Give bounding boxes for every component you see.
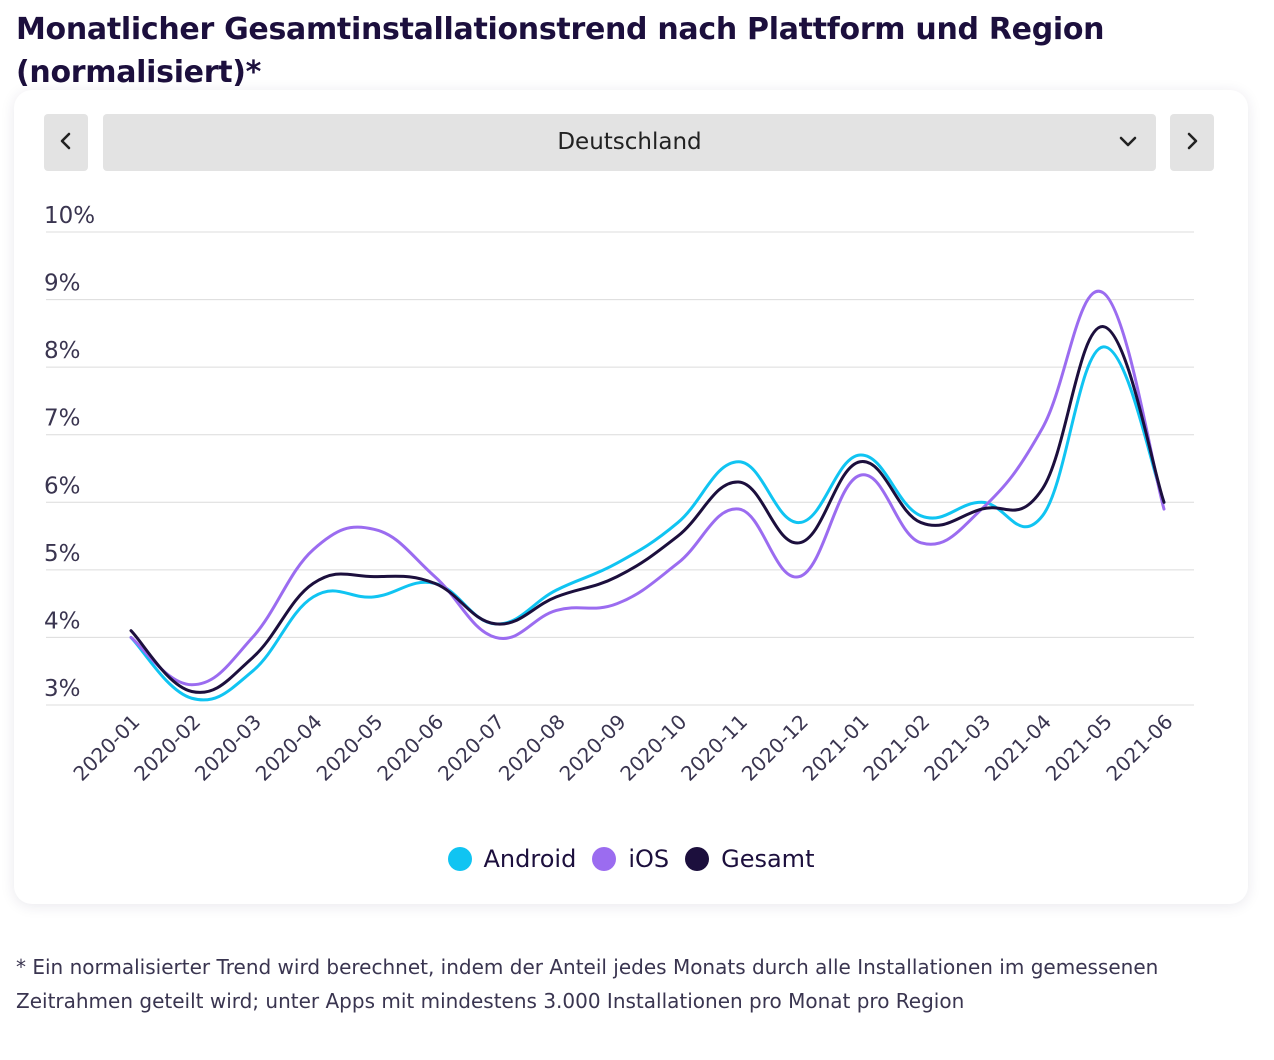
y-tick-label: 10% [44,203,95,229]
x-tick-label: 2020-10 [615,710,691,786]
y-tick-label: 6% [44,473,81,499]
series-line-android [129,345,1166,702]
x-tick-label: 2020-07 [433,710,509,786]
y-tick-label: 5% [44,541,81,567]
y-tick-label: 8% [44,338,81,364]
legend-label-gesamt: Gesamt [721,845,815,873]
series-line-gesamt [129,325,1166,694]
x-tick-label: 2021-01 [798,710,874,786]
legend-label-android: Android [483,845,577,873]
chart-legend: Android iOS Gesamt [14,845,1248,873]
footnote: * Ein normalisierter Trend wird berechne… [16,955,1159,1013]
x-tick-label: 2021-06 [1101,710,1177,786]
x-tick-label: 2021-03 [919,710,995,786]
y-tick-label: 7% [44,406,81,432]
page-title: Monatlicher Gesamtinstallationstrend nac… [16,12,1105,90]
previous-region-button[interactable] [44,114,88,171]
chevron-left-icon [59,132,73,154]
legend-item-android[interactable]: Android [447,845,577,873]
chevron-right-icon [1185,132,1199,154]
y-tick-label: 9% [44,271,81,297]
legend-item-gesamt[interactable]: Gesamt [685,845,814,873]
x-tick-label: 2020-12 [737,710,813,786]
legend-swatch-ios [592,847,617,871]
region-dropdown-value: Deutschland [557,129,702,155]
region-dropdown[interactable]: Deutschland [103,114,1156,171]
x-tick-label: 2020-06 [372,710,448,786]
x-tick-label: 2021-04 [980,710,1056,786]
x-tick-label: 2021-05 [1041,710,1117,786]
x-tick-label: 2020-05 [312,710,388,786]
legend-swatch-android [447,847,472,871]
x-tick-label: 2020-03 [190,710,266,786]
x-tick-label: 2021-02 [858,710,934,786]
x-tick-label: 2020-02 [129,710,205,786]
x-tick-label: 2020-11 [676,710,752,786]
legend-swatch-gesamt [685,847,710,871]
legend-item-ios[interactable]: iOS [592,845,669,873]
chart-card: Deutschland 3% 4% 5% 6% 7% 8% 9% 10% 2020-01 2020… [14,90,1248,904]
x-tick-label: 2020-01 [68,710,144,786]
y-tick-label: 4% [44,608,81,634]
x-tick-label: 2020-09 [555,710,631,786]
line-chart: 3%4%5%6%7%8%9%10%2020-012020-022020-0320… [44,203,1194,786]
x-tick-label: 2020-08 [494,710,570,786]
x-tick-label: 2020-04 [251,710,327,786]
y-tick-label: 3% [44,676,81,702]
series-line-ios [129,289,1166,687]
next-region-button[interactable] [1170,114,1214,171]
legend-label-ios: iOS [628,845,670,873]
chevron-down-icon [1118,132,1138,156]
